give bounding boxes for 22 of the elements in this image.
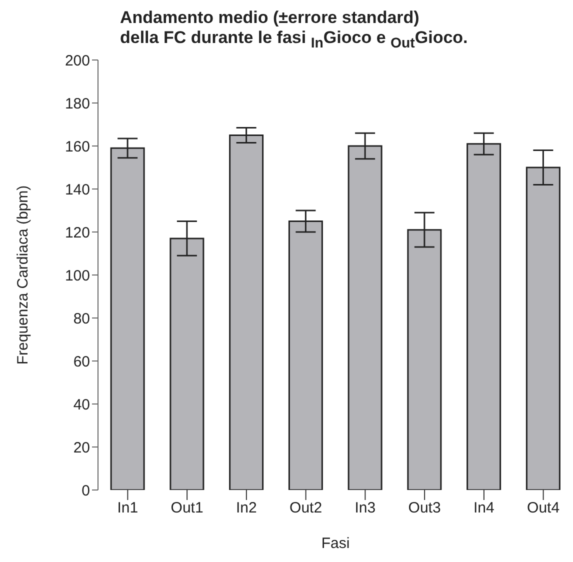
x-tick-label: Out2 (290, 500, 322, 517)
y-tick-label: 0 (82, 482, 90, 500)
x-axis-title: Fasi (321, 535, 350, 552)
x-tick-label: In2 (236, 500, 257, 517)
y-tick-label: 100 (64, 267, 90, 284)
y-axis-title: Frequenza Cardiaca (bpm) (14, 185, 32, 365)
y-tick-label: 180 (64, 95, 90, 112)
x-tick-label: Out1 (170, 500, 204, 517)
y-tick-label: 40 (73, 396, 90, 414)
y-tick-label: 160 (64, 138, 90, 156)
x-tick-label: In4 (474, 500, 494, 517)
y-tick-label: 80 (73, 310, 90, 328)
chart-title: Andamento medio (±errore standard) della FC durante le fasi $_{In}$Gioco e $_{Out}$Gioco. (120, 8, 468, 54)
y-tick-label: 200 (64, 52, 90, 70)
y-tick-label: 60 (73, 353, 90, 370)
x-tick-label: In3 (354, 500, 376, 517)
x-tick-label: Out4 (527, 500, 560, 517)
y-tick-label: 20 (73, 439, 90, 456)
y-tick-label: 140 (64, 181, 90, 198)
x-tick-label: In1 (117, 500, 138, 517)
x-tick-label: Out3 (408, 500, 441, 517)
y-tick-label: 120 (64, 224, 90, 242)
